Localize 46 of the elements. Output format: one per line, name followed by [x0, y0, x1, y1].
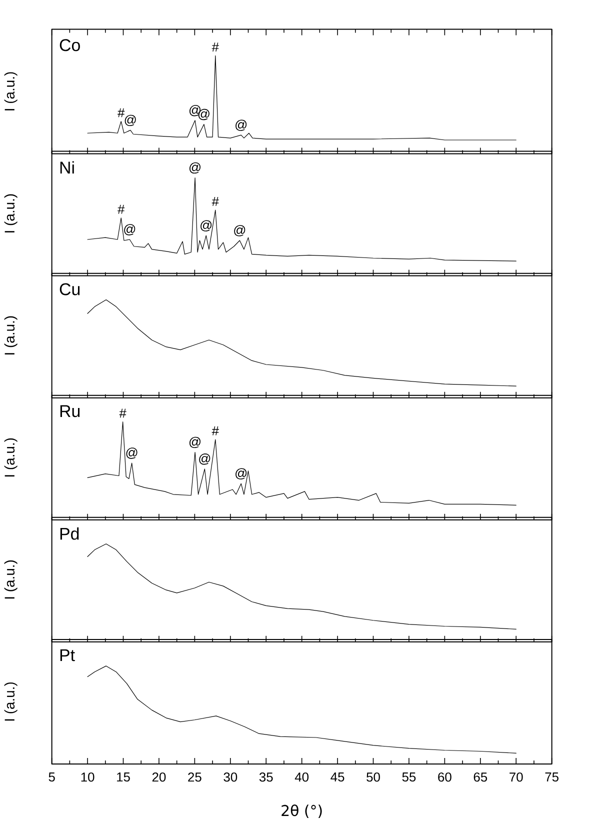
chart-title: Pt	[60, 649, 76, 662]
x-tick-label: 45	[330, 772, 344, 782]
x-tick-label: 65	[474, 772, 488, 782]
annotation: @	[124, 224, 136, 236]
annotation: @	[234, 225, 246, 236]
annotation: #	[212, 426, 220, 436]
annotation: @	[236, 120, 247, 131]
annotation: @	[200, 220, 212, 232]
annotation: @	[199, 454, 210, 465]
x-tick-label: 50	[366, 772, 380, 782]
x-tick-label: 70	[510, 772, 524, 782]
annotation: #	[212, 197, 220, 206]
annotation: @	[236, 468, 247, 480]
x-tick-label: 10	[82, 772, 94, 782]
annotation: @	[126, 448, 138, 459]
chart-title: Co	[60, 39, 80, 52]
x-tick-label: 60	[438, 772, 452, 782]
x-tick-label: 25	[188, 772, 202, 782]
annotation: @	[198, 108, 210, 120]
x-axis-title: 2θ (°)	[282, 804, 322, 818]
chart-title: Pd	[60, 527, 79, 540]
annotation: @	[190, 105, 201, 116]
x-tick-label: 5	[48, 772, 56, 782]
chart-title: Ru	[60, 405, 80, 418]
annotation: #	[212, 42, 220, 52]
y-axis-title: I (a.u.)	[4, 194, 18, 232]
chart-title: Cu	[60, 283, 80, 296]
annotation: #	[118, 108, 125, 118]
x-tick-label: 55	[402, 772, 416, 782]
y-axis-title: I (a.u.)	[4, 72, 18, 110]
annotation: @	[190, 162, 201, 174]
x-tick-label: 20	[152, 772, 166, 782]
x-tick-label: 30	[224, 772, 238, 782]
x-tick-label: 15	[117, 772, 130, 782]
y-axis-title: I (a.u.)	[4, 682, 18, 721]
chart-title: Ni	[60, 161, 74, 174]
y-axis-title: I (a.u.)	[4, 560, 18, 599]
annotation: @	[125, 114, 136, 126]
x-tick-label: 75	[546, 772, 559, 782]
annotation: #	[120, 408, 127, 418]
y-axis-title: I (a.u.)	[4, 316, 18, 354]
x-tick-label: 40	[295, 772, 309, 782]
annotation: @	[190, 436, 201, 448]
y-axis-title: I (a.u.)	[4, 438, 18, 476]
x-tick-label: 35	[260, 772, 273, 782]
annotation: #	[118, 204, 125, 214]
